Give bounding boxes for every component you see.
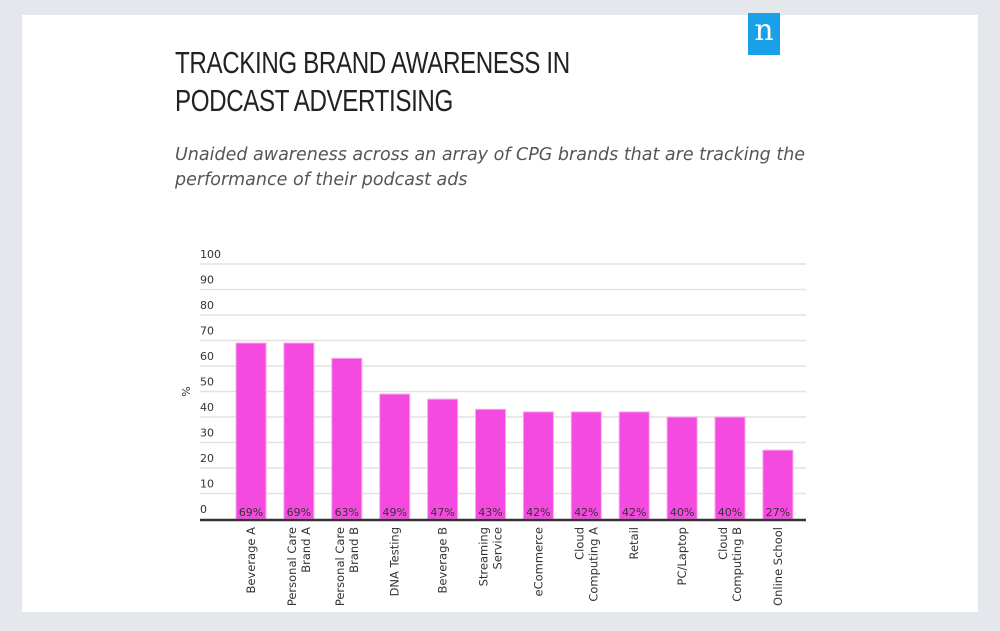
bar [427,398,459,520]
logo-letter: n [754,13,774,48]
data-label: 43% [478,506,502,519]
data-label: 63% [335,506,359,519]
x-tick-label: PC/Laptop [675,527,689,585]
bar [331,357,363,520]
data-label: 40% [718,506,742,519]
x-tick-label: Streaming [477,527,491,586]
x-tick-label: Online School [771,527,785,606]
bar [283,342,315,520]
data-label: 47% [430,506,454,519]
x-tick-label: eCommerce [531,527,545,597]
x-tick-label: Personal Care [333,527,347,606]
bar [762,449,794,520]
x-tick-label: Brand A [299,527,313,573]
y-tick-label: 80 [200,299,214,312]
y-tick-label: 70 [200,325,214,338]
y-axis-label: % [180,386,193,396]
x-tick-label: Service [491,527,505,570]
bar [714,416,746,520]
data-label: 69% [287,506,311,519]
bar [522,411,554,520]
y-tick-label: 50 [200,376,214,389]
data-label: 40% [670,506,694,519]
data-label: 27% [766,506,790,519]
x-tick-label: Cloud [572,527,586,560]
x-tick-label: Computing B [730,527,744,602]
y-tick-label: 90 [200,274,214,287]
bar [570,411,602,520]
bar [475,408,506,520]
y-tick-label: 60 [200,350,214,363]
chart-title: TRACKING BRAND AWARENESS IN PODCAST ADVE… [175,45,570,118]
bar [666,416,698,520]
y-tick-label: 20 [200,452,214,465]
x-tick-label: Brand B [347,527,361,573]
data-label: 49% [382,506,406,519]
x-tick-label: DNA Testing [388,527,402,596]
bar [379,393,411,520]
chart-subtitle: Unaided awareness across an array of CPG… [175,145,806,190]
data-label: 69% [239,506,263,519]
y-tick-label: 100 [200,248,221,261]
x-tick-label: Cloud [716,527,730,560]
x-tick-label: Beverage A [244,527,258,594]
y-tick-label: 30 [200,427,214,440]
y-tick-label: 10 [200,478,214,491]
bar [618,411,650,520]
data-label: 42% [574,506,598,519]
y-tick-label: 40 [200,401,214,414]
x-tick-label: Computing A [586,527,600,602]
nielsen-logo: n [748,13,780,55]
x-tick-label: Personal Care [285,527,299,606]
data-label: 42% [526,506,550,519]
y-tick-label: 0 [200,503,207,516]
x-tick-label: Beverage B [436,527,450,594]
bar [235,342,267,520]
data-label: 42% [622,506,646,519]
x-tick-label: Retail [627,527,641,560]
